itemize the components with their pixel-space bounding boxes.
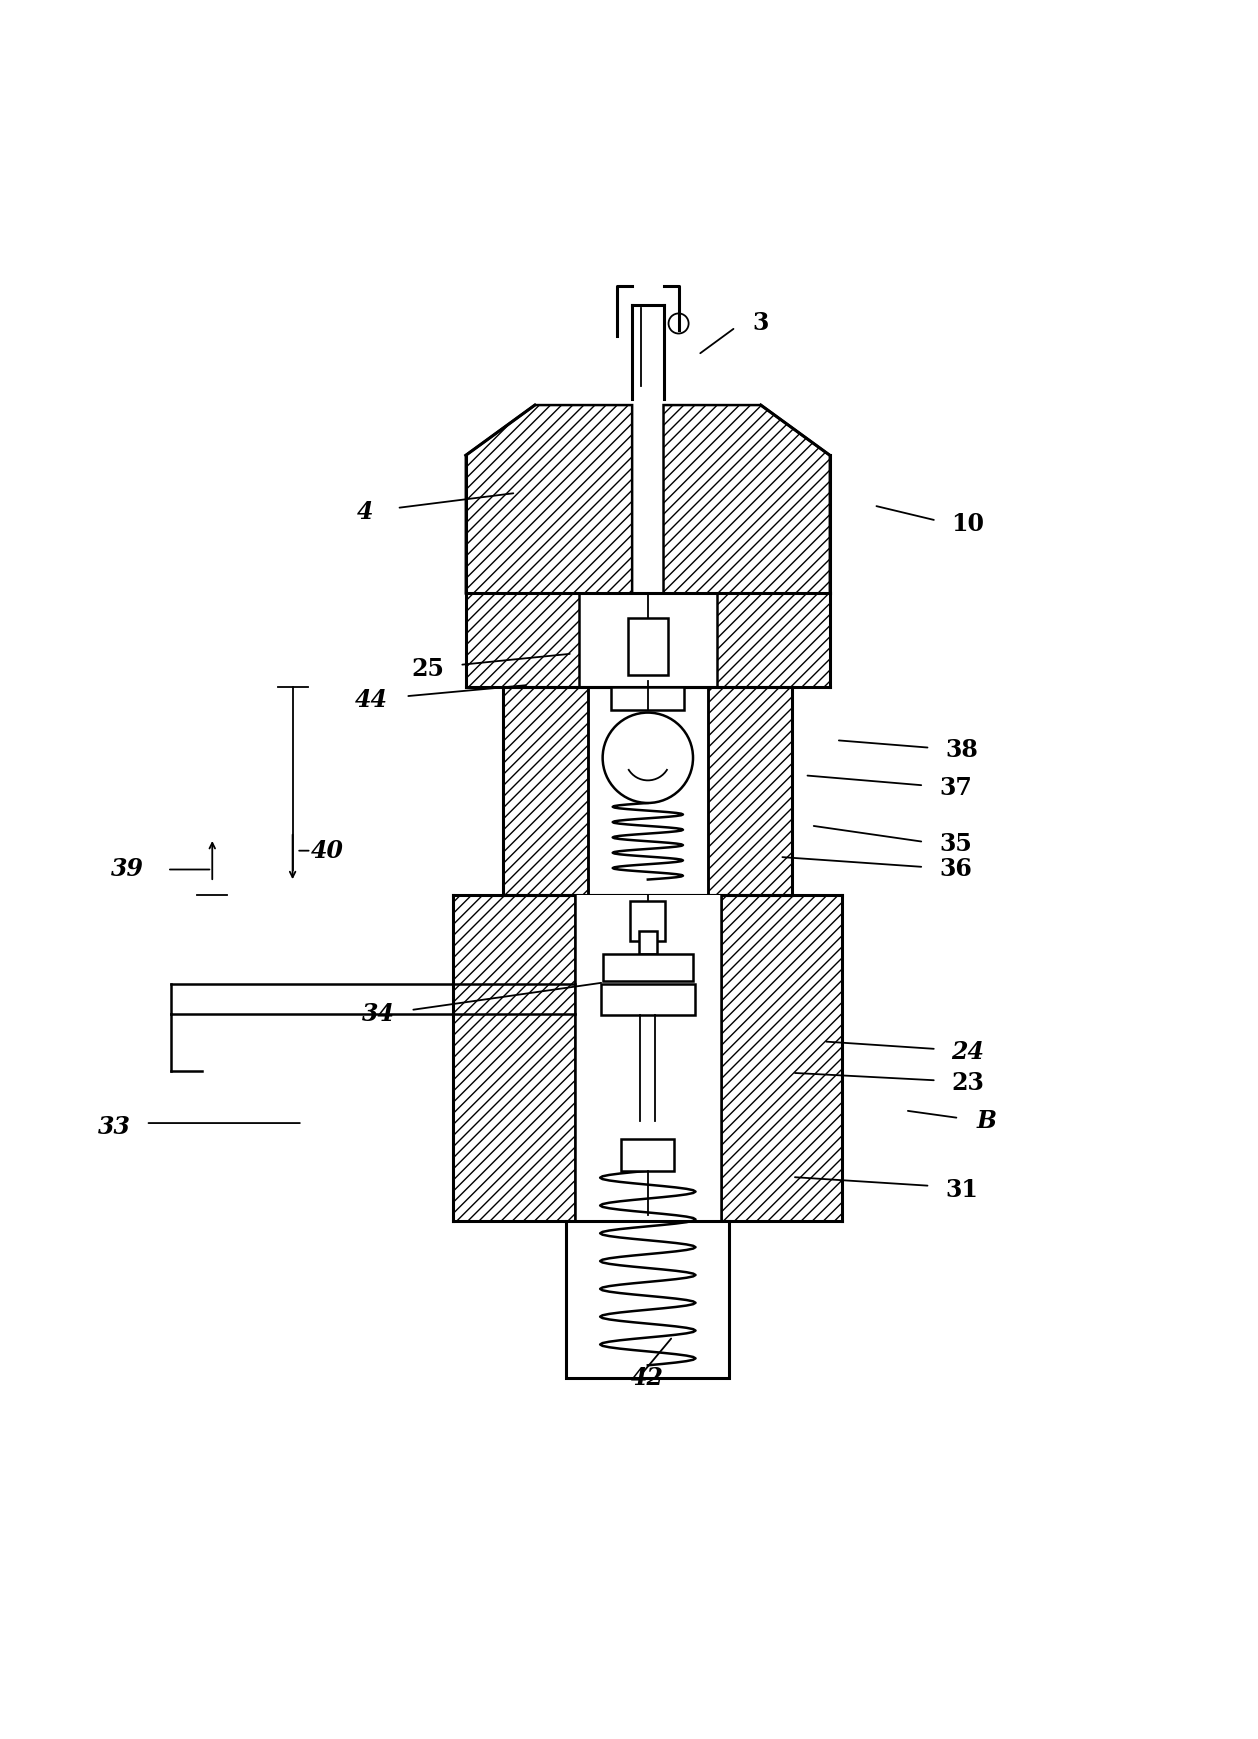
Text: 38: 38 xyxy=(945,739,977,762)
Bar xyxy=(603,953,693,981)
Text: 25: 25 xyxy=(411,657,444,680)
Polygon shape xyxy=(717,593,830,687)
Bar xyxy=(575,894,721,1221)
Text: 33: 33 xyxy=(98,1115,131,1139)
Bar xyxy=(639,930,657,953)
Text: 3: 3 xyxy=(752,311,769,336)
Polygon shape xyxy=(721,894,843,1221)
Polygon shape xyxy=(453,894,575,1221)
Polygon shape xyxy=(503,687,587,894)
Text: B: B xyxy=(976,1108,996,1132)
Text: 34: 34 xyxy=(361,1002,395,1026)
Text: 42: 42 xyxy=(632,1365,664,1389)
Text: 31: 31 xyxy=(945,1177,977,1202)
Bar xyxy=(630,901,665,941)
Polygon shape xyxy=(465,405,632,593)
Text: 10: 10 xyxy=(951,513,985,536)
Text: 40: 40 xyxy=(311,838,345,863)
Polygon shape xyxy=(663,405,830,593)
Text: 4: 4 xyxy=(357,499,374,523)
Text: 23: 23 xyxy=(951,1071,984,1096)
Bar xyxy=(611,687,684,710)
Bar xyxy=(621,1139,674,1170)
Circle shape xyxy=(603,713,693,803)
Text: 37: 37 xyxy=(938,776,971,800)
Bar xyxy=(628,619,668,675)
Text: 39: 39 xyxy=(111,857,143,882)
Polygon shape xyxy=(708,687,793,894)
Bar xyxy=(601,984,694,1016)
Bar xyxy=(566,1221,730,1377)
Text: 24: 24 xyxy=(951,1040,985,1064)
Text: 35: 35 xyxy=(938,833,971,856)
Text: 36: 36 xyxy=(938,857,971,882)
Polygon shape xyxy=(465,593,579,687)
Text: 44: 44 xyxy=(355,689,389,711)
